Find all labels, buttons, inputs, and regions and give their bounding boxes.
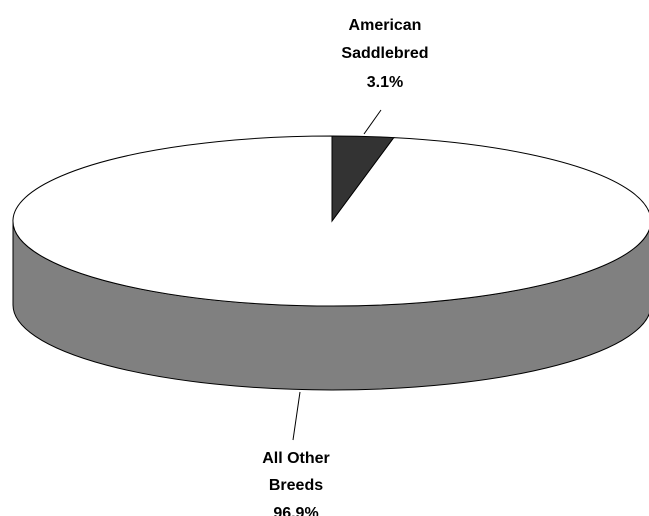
label-all-other-breeds-value: 96.9%	[273, 505, 318, 516]
label-american-saddlebred-line-1: American	[349, 17, 422, 34]
pie-slice-all-other-breeds	[12, 135, 649, 307]
leader-line-all-other-breeds	[292, 391, 301, 441]
leader-line-american-saddlebred	[363, 109, 382, 135]
label-all-other-breeds-line-2: Breeds	[269, 477, 323, 494]
label-all-other-breeds-line-1: All Other	[262, 450, 330, 467]
label-american-saddlebred-value: 3.1%	[367, 74, 403, 91]
label-american-saddlebred-line-2: Saddlebred	[341, 45, 428, 62]
pie-slice-american-saddlebred	[331, 135, 395, 223]
